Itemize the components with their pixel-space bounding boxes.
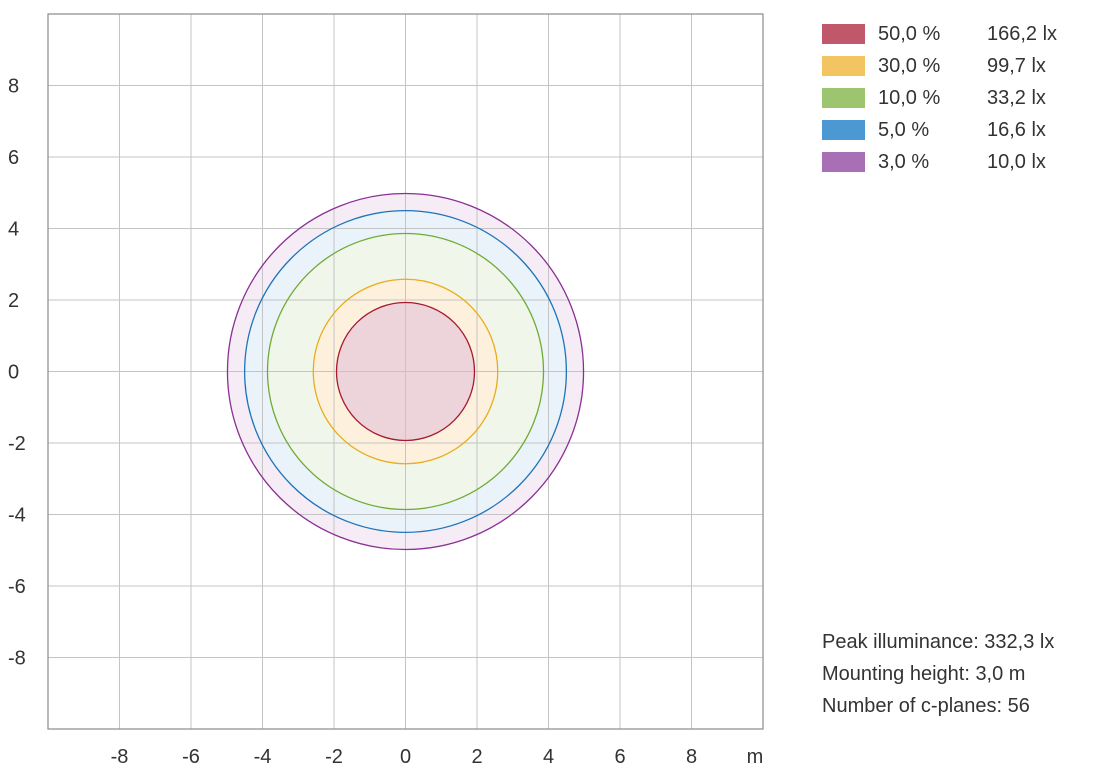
x-tick-label: 0: [400, 746, 411, 768]
legend-swatch: [822, 56, 865, 76]
y-tick-label: -2: [8, 433, 26, 455]
x-tick-label: -2: [325, 746, 343, 768]
legend-lux: 10,0 lx: [987, 151, 1046, 173]
legend-lux: 16,6 lx: [987, 119, 1046, 141]
legend-percent: 30,0 %: [878, 55, 941, 77]
info-panel: Peak illuminance: 332,3 lx Mounting heig…: [822, 626, 1054, 722]
legend-item: 30,0 % 99,7 lx: [822, 54, 1092, 86]
y-tick-label: -4: [8, 505, 26, 527]
x-tick-label: -8: [111, 746, 129, 768]
legend-item: 5,0 % 16,6 lx: [822, 118, 1092, 150]
isoline-contour: [243, 209, 568, 534]
legend-item: 3,0 % 10,0 lx: [822, 150, 1092, 182]
y-tick-label: -8: [8, 648, 26, 670]
isolux-chart: -8 -6 -4 -2 0 2 4 6 8 8 6 4 2 0 -2 -4 -6 -8 m: [8, 13, 764, 768]
y-tick-label: 6: [8, 147, 19, 169]
legend-swatch: [822, 152, 865, 172]
isoline-contour: [312, 278, 499, 465]
x-tick-label: 2: [471, 746, 482, 768]
peak-illuminance: Peak illuminance: 332,3 lx: [822, 631, 1055, 653]
legend-item: 50,0 % 166,2 lx: [822, 22, 1092, 54]
x-axis-unit: m: [747, 746, 764, 768]
legend-percent: 5,0 %: [878, 119, 930, 141]
isolux-contours: [48, 14, 763, 729]
y-tick-label: 0: [8, 362, 19, 384]
legend-item: 10,0 % 33,2 lx: [822, 86, 1092, 118]
legend-percent: 10,0 %: [878, 87, 941, 109]
legend: 50,0 % 166,2 lx 30,0 % 99,7 lx 10,0 % 33,2 lx…: [822, 22, 1092, 182]
y-tick-label: -6: [8, 576, 26, 598]
c-planes-count: Number of c-planes: 56: [822, 695, 1030, 717]
y-axis-ticks: 8 6 4 2 0 -2 -4 -6 -8: [8, 76, 26, 670]
isoline-contour: [226, 192, 585, 551]
legend-swatch: [822, 120, 865, 140]
mounting-height: Mounting height: 3,0 m: [822, 663, 1026, 685]
x-tick-label: -6: [182, 746, 200, 768]
isoline-contour: [266, 232, 545, 511]
x-tick-label: 4: [543, 746, 554, 768]
legend-swatch: [822, 24, 865, 44]
x-tick-label: 6: [614, 746, 625, 768]
x-axis-ticks: -8 -6 -4 -2 0 2 4 6 8: [111, 746, 697, 768]
legend-swatch: [822, 88, 865, 108]
y-tick-label: 2: [8, 290, 19, 312]
legend-lux: 99,7 lx: [987, 55, 1046, 77]
x-tick-label: -4: [254, 746, 272, 768]
legend-lux: 33,2 lx: [987, 87, 1046, 109]
legend-percent: 50,0 %: [878, 23, 941, 45]
x-tick-label: 8: [686, 746, 697, 768]
legend-percent: 3,0 %: [878, 151, 930, 173]
isoline-contour: [335, 301, 476, 442]
y-tick-label: 8: [8, 76, 19, 98]
legend-lux: 166,2 lx: [987, 23, 1058, 45]
y-tick-label: 4: [8, 219, 19, 241]
plot-frame: [47, 13, 764, 730]
